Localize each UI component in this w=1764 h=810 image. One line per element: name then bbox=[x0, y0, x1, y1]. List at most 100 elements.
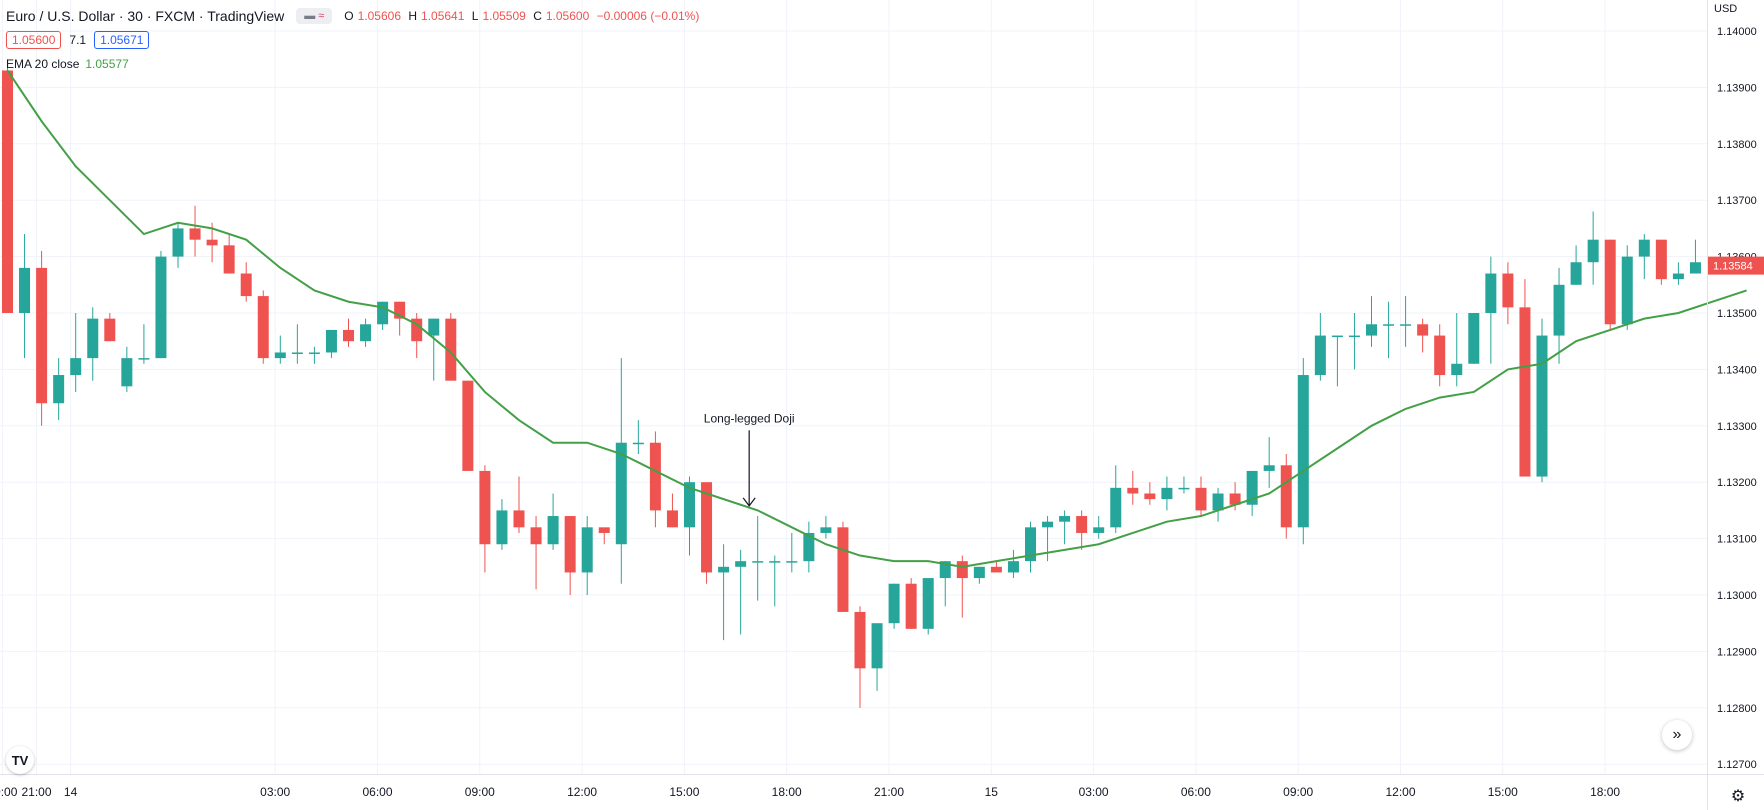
candle bbox=[104, 313, 116, 342]
ask-price-box[interactable]: 1.05671 bbox=[94, 31, 150, 49]
symbol-title[interactable]: Euro / U.S. Dollar · 30 · FXCM · Trading… bbox=[6, 8, 285, 24]
tradingview-logo-icon[interactable]: TV bbox=[6, 746, 34, 774]
y-tick-label: 1.13300 bbox=[1717, 421, 1757, 433]
candle-body bbox=[206, 239, 218, 246]
candle-body bbox=[1468, 313, 1480, 364]
candle-body bbox=[1417, 324, 1429, 336]
candle bbox=[973, 566, 985, 584]
candle-body bbox=[1007, 561, 1019, 573]
indicator-value: 1.05577 bbox=[85, 57, 129, 71]
y-tick-label: 1.13900 bbox=[1717, 82, 1757, 94]
candle bbox=[1553, 267, 1565, 364]
candle-body bbox=[752, 561, 764, 563]
candle-body bbox=[1110, 487, 1122, 528]
candle-body bbox=[19, 267, 31, 313]
candle bbox=[53, 358, 65, 421]
last-price-label: 1.13584 bbox=[1713, 261, 1753, 273]
candle bbox=[1178, 476, 1190, 494]
candle bbox=[1076, 510, 1088, 550]
candle-body bbox=[308, 352, 320, 354]
candle-body bbox=[1314, 335, 1326, 376]
scroll-to-realtime-button[interactable]: » bbox=[1662, 720, 1692, 750]
low-value: 1.05509 bbox=[482, 9, 526, 23]
candle bbox=[803, 521, 815, 573]
candle-body bbox=[1297, 375, 1309, 528]
candle-body bbox=[632, 442, 644, 445]
y-tick-label: 1.14000 bbox=[1717, 26, 1757, 38]
candle-body bbox=[1621, 256, 1633, 325]
candle bbox=[513, 476, 525, 533]
candle bbox=[701, 482, 713, 584]
candle-body bbox=[428, 318, 440, 336]
candle bbox=[598, 527, 610, 545]
y-tick-label: 1.13000 bbox=[1717, 590, 1757, 602]
candle-body bbox=[87, 318, 99, 359]
candle-body bbox=[905, 583, 917, 629]
candle-body bbox=[223, 245, 235, 274]
candle-body bbox=[343, 329, 354, 342]
candle bbox=[1263, 437, 1275, 488]
gear-icon[interactable]: ⚙ bbox=[1730, 788, 1746, 805]
candle bbox=[172, 222, 184, 268]
candle-body bbox=[1570, 262, 1582, 285]
candle-body bbox=[1536, 335, 1548, 477]
compare-toggle-button[interactable]: ▬ ≈ bbox=[296, 8, 333, 24]
candle bbox=[1195, 476, 1207, 517]
candle bbox=[121, 346, 133, 392]
y-tick-label: 1.12900 bbox=[1717, 646, 1757, 658]
y-tick-label: 1.13800 bbox=[1717, 139, 1757, 151]
candle bbox=[223, 234, 235, 274]
candle-body bbox=[1672, 273, 1684, 280]
candle-body bbox=[701, 482, 713, 573]
legend-quote-row: 1.05600 7.1 1.05671 bbox=[6, 28, 703, 52]
candle bbox=[1093, 516, 1105, 539]
x-tick-label: 09:00 bbox=[465, 785, 495, 799]
y-tick-label: 1.12800 bbox=[1717, 703, 1757, 715]
candle bbox=[36, 250, 48, 426]
candle bbox=[905, 578, 917, 629]
candle-body bbox=[257, 296, 269, 359]
candle bbox=[274, 335, 286, 364]
candle bbox=[1655, 239, 1667, 285]
candle bbox=[70, 313, 82, 392]
legend-indicator-row[interactable]: EMA 20 close 1.05577 bbox=[6, 52, 703, 76]
ema-line bbox=[6, 69, 1747, 568]
candle-body bbox=[445, 318, 457, 381]
candle-body bbox=[1127, 487, 1139, 494]
candle-body bbox=[666, 510, 678, 528]
candle bbox=[666, 493, 678, 528]
candle-body bbox=[189, 228, 201, 240]
candle bbox=[394, 301, 406, 336]
candle bbox=[19, 234, 31, 359]
candle bbox=[1007, 549, 1019, 579]
candle bbox=[939, 561, 951, 607]
candle-body bbox=[1689, 262, 1701, 274]
candle bbox=[1485, 256, 1497, 364]
candle-body bbox=[1348, 335, 1360, 338]
candle bbox=[1536, 318, 1548, 483]
x-tick-label: 18:00 bbox=[772, 785, 802, 799]
candle-body bbox=[462, 380, 474, 471]
candle bbox=[1161, 476, 1173, 511]
candle-body bbox=[735, 561, 747, 567]
candle bbox=[1366, 296, 1377, 347]
x-tick-label: 15:00 bbox=[1488, 785, 1518, 799]
candle bbox=[837, 521, 849, 612]
bid-price-box[interactable]: 1.05600 bbox=[6, 31, 62, 49]
candle-body bbox=[615, 442, 627, 545]
candle-body bbox=[888, 583, 900, 624]
candle bbox=[1297, 358, 1309, 545]
candle-body bbox=[1553, 284, 1565, 336]
candles bbox=[2, 59, 1701, 708]
candle bbox=[1502, 262, 1514, 325]
candle bbox=[1127, 470, 1139, 505]
candle-body bbox=[718, 566, 730, 573]
x-tick-label: 21:00 bbox=[21, 785, 51, 799]
candle bbox=[632, 420, 644, 454]
x-tick-label: 12:00 bbox=[567, 785, 597, 799]
candle bbox=[155, 250, 167, 359]
candle bbox=[888, 583, 900, 629]
candle bbox=[291, 324, 303, 364]
